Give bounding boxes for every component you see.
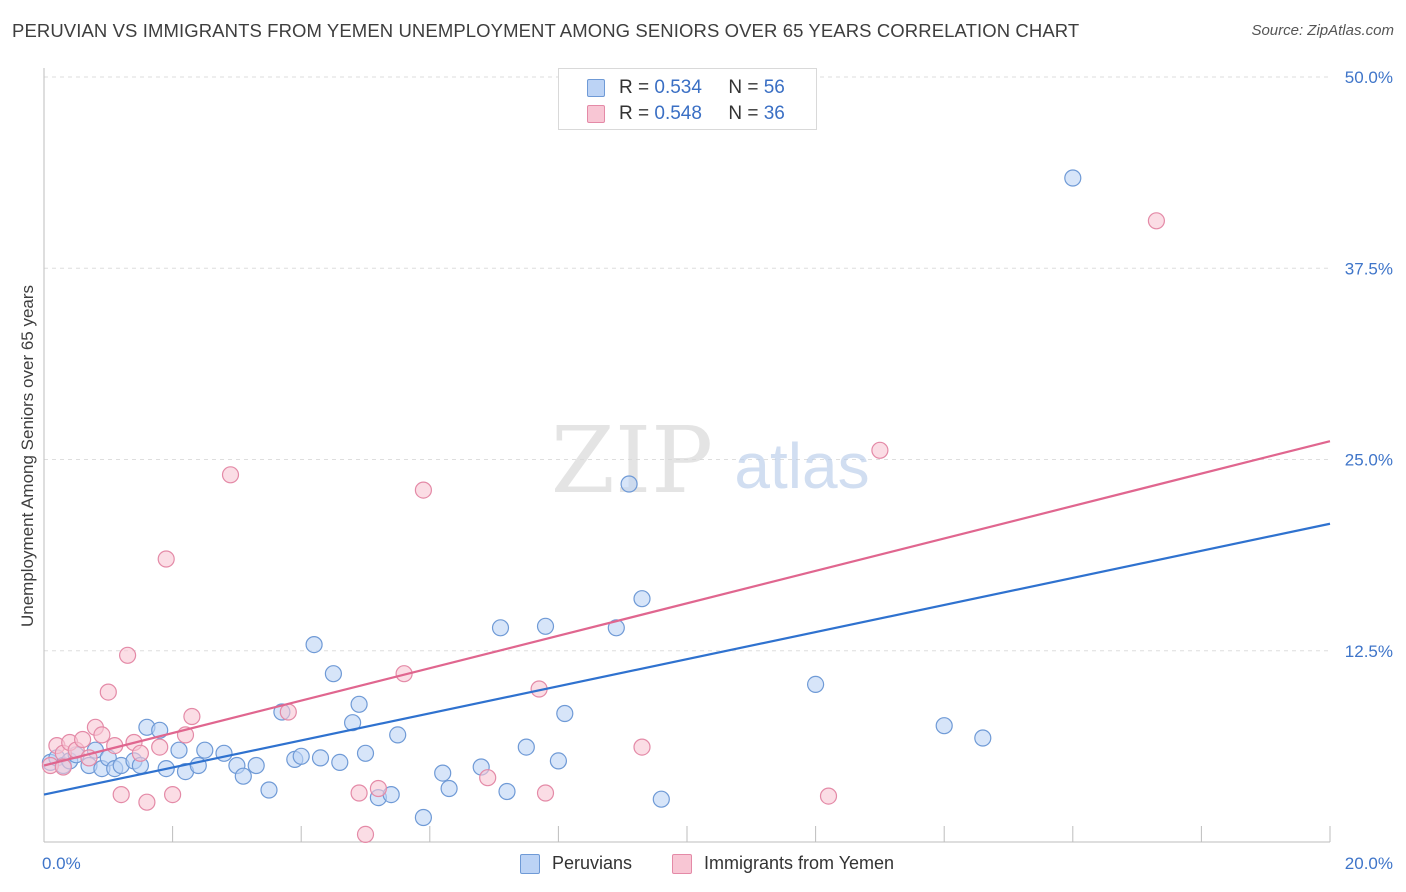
point-peruvians — [491, 619, 510, 637]
point-yemen — [157, 550, 175, 568]
point-yemen — [112, 785, 130, 804]
legend-label-yemen: Immigrants from Yemen — [704, 853, 895, 873]
legend-n-label: N = — [728, 103, 759, 124]
point-peruvians — [1064, 169, 1082, 187]
point-peruvians — [440, 779, 458, 798]
legend-n-label: N = — [728, 77, 759, 98]
point-yemen — [819, 787, 838, 805]
point-yemen — [73, 730, 92, 749]
legend-r-value: 0.534 — [654, 77, 702, 98]
legend-r-value: 0.548 — [654, 103, 702, 124]
point-yemen — [54, 758, 72, 776]
point-yemen — [131, 744, 149, 762]
point-yemen — [536, 784, 555, 802]
point-yemen — [183, 707, 201, 726]
legend-r-label: R = — [619, 103, 650, 124]
point-peruvians — [620, 475, 638, 493]
trend-line-yemen — [43, 440, 1331, 767]
point-yemen — [369, 779, 387, 798]
point-peruvians — [356, 744, 375, 762]
correlation-legend: R = 0.534 N = 56 R = 0.548 N = 36 — [558, 68, 817, 130]
point-peruvians — [196, 741, 214, 759]
legend-swatch-peruvians — [587, 79, 605, 97]
y-tick-label: 12.5% — [1345, 642, 1393, 661]
point-yemen — [93, 726, 111, 744]
legend-swatch-yemen — [672, 854, 692, 874]
point-yemen — [633, 738, 651, 756]
point-yemen — [164, 785, 182, 804]
point-yemen — [350, 784, 368, 802]
point-peruvians — [350, 695, 368, 713]
point-peruvians — [517, 738, 535, 756]
point-peruvians — [305, 635, 323, 654]
point-peruvians — [234, 767, 252, 785]
point-yemen — [356, 825, 375, 844]
y-tick-label: 25.0% — [1345, 451, 1393, 470]
point-peruvians — [498, 782, 516, 801]
point-peruvians — [556, 704, 574, 723]
x-tick-label-min: 0.0% — [42, 854, 81, 873]
y-tick-label: 50.0% — [1345, 68, 1393, 87]
point-peruvians — [806, 675, 825, 694]
legend-r-label: R = — [619, 77, 650, 98]
y-tick-label: 37.5% — [1345, 259, 1393, 278]
tick-labels: 12.5% 25.0% 37.5% 50.0% 0.0% 20.0% — [42, 68, 1393, 873]
point-peruvians — [247, 756, 265, 775]
legend-n-value: 56 — [763, 77, 785, 98]
point-peruvians — [607, 619, 625, 637]
point-peruvians — [935, 717, 953, 735]
point-peruvians — [974, 729, 992, 747]
point-yemen — [1147, 212, 1166, 230]
point-yemen — [479, 769, 497, 787]
point-peruvians — [389, 726, 407, 744]
point-yemen — [871, 441, 889, 459]
x-tick-label-max: 20.0% — [1345, 854, 1393, 873]
point-yemen — [138, 793, 156, 811]
legend-swatch-peruvians — [520, 854, 540, 874]
legend-n-value: 36 — [763, 103, 785, 124]
point-peruvians — [292, 747, 310, 765]
chart-title: PERUVIAN VS IMMIGRANTS FROM YEMEN UNEMPL… — [12, 20, 1080, 41]
source-credit: Source: ZipAtlas.com — [1251, 22, 1394, 39]
trend-line-peruvians — [43, 522, 1331, 796]
point-peruvians — [414, 808, 432, 827]
point-peruvians — [260, 781, 278, 799]
point-peruvians — [331, 753, 349, 772]
point-peruvians — [536, 617, 555, 635]
point-yemen — [99, 683, 117, 701]
trend-lines — [43, 440, 1331, 796]
legend-swatch-yemen — [587, 105, 605, 123]
point-yemen — [414, 481, 432, 499]
point-peruvians — [434, 764, 452, 782]
point-yemen — [151, 738, 169, 756]
point-peruvians — [633, 590, 651, 608]
axes — [43, 68, 1331, 843]
point-peruvians — [549, 752, 568, 770]
point-yemen — [118, 646, 137, 664]
point-yemen — [221, 466, 240, 484]
series-legend: Peruvians Immigrants from Yemen — [0, 851, 1406, 877]
watermark-zip: ZIP — [551, 407, 713, 514]
point-peruvians — [170, 741, 188, 759]
point-peruvians — [324, 665, 342, 683]
watermark-atlas: atlas — [734, 430, 869, 502]
point-peruvians — [652, 790, 670, 808]
point-peruvians — [311, 749, 330, 767]
legend-label-peruvians: Peruvians — [552, 853, 633, 873]
